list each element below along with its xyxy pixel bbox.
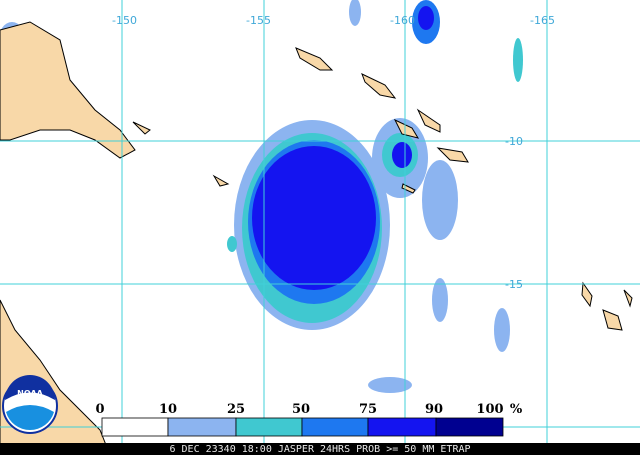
lon-label: -150 bbox=[112, 14, 137, 27]
lat-label: -15 bbox=[505, 278, 523, 291]
legend-swatch bbox=[435, 417, 504, 437]
legend-label: 90 bbox=[425, 402, 443, 417]
probability-field bbox=[0, 0, 523, 393]
lon-label: -165 bbox=[530, 14, 555, 27]
noaa-logo[interactable]: NOAA bbox=[2, 375, 58, 434]
footer-bar bbox=[0, 443, 640, 455]
legend-label: 50 bbox=[292, 402, 310, 417]
legend-unit: % bbox=[510, 402, 523, 417]
legend-label: 100 bbox=[476, 402, 503, 417]
legend-label: 0 bbox=[95, 402, 104, 417]
legend-swatch bbox=[367, 417, 437, 437]
lon-label: -160 bbox=[390, 14, 415, 27]
legend-swatch bbox=[101, 417, 169, 437]
lon-label: -155 bbox=[246, 14, 271, 27]
legend-label: 25 bbox=[227, 402, 245, 417]
logo-text: NOAA bbox=[17, 389, 43, 398]
legend: 0 10 25 50 75 90 100 % bbox=[95, 402, 523, 437]
footer-text: 6 DEC 23340 18:00 JASPER 24HRS PROB >= 5… bbox=[169, 444, 470, 455]
legend-swatch bbox=[301, 417, 369, 437]
graticule: -150 -155 -160 -165 -10 -15 bbox=[0, 0, 640, 443]
legend-label: 75 bbox=[359, 402, 377, 417]
legend-label: 10 bbox=[159, 402, 177, 417]
lat-label: -10 bbox=[505, 135, 523, 148]
legend-swatch bbox=[235, 417, 303, 437]
legend-swatch bbox=[167, 417, 237, 437]
